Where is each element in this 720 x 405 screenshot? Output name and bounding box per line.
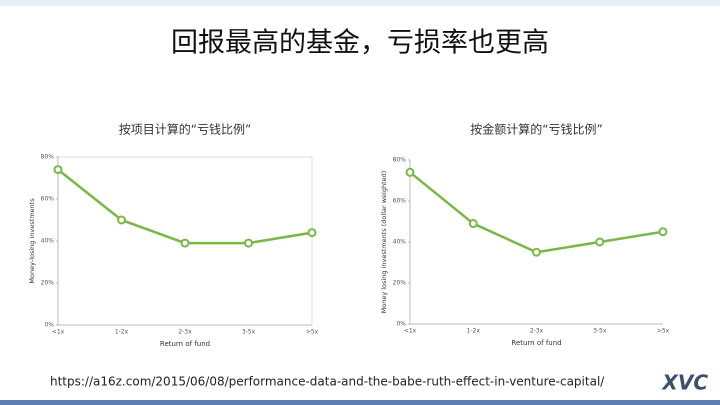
- x-tick-label: 1-2x: [467, 328, 481, 335]
- x-tick-label: 2-3x: [178, 329, 192, 336]
- slide-title: 回报最高的基金，亏损率也更高: [171, 28, 549, 59]
- y-tick-label: 60%: [393, 198, 407, 205]
- chart-subtitle: 按金额计算的“亏钱比例”: [470, 122, 602, 137]
- y-tick-label: 20%: [41, 280, 55, 287]
- x-tick-label: 1-2x: [115, 329, 129, 336]
- logo: XVC: [660, 371, 708, 395]
- source-url: https://a16z.com/2015/06/08/performance-…: [50, 375, 605, 389]
- x-tick-label: >5x: [657, 328, 670, 335]
- y-tick-label: 40%: [41, 238, 55, 245]
- point: [595, 237, 605, 247]
- x-axis-label: Return of fund: [511, 339, 561, 347]
- x-tick-label: 3-5x: [242, 329, 256, 336]
- point: [405, 167, 415, 177]
- y-tick-label: 60%: [41, 196, 55, 203]
- point: [117, 215, 126, 225]
- y-axis-label: Money-losing investments: [28, 198, 36, 284]
- x-tick-label: >5x: [306, 329, 319, 336]
- chart-subtitle: 按项目计算的“亏钱比例”: [119, 122, 251, 137]
- x-tick-label: <1x: [52, 329, 65, 336]
- bottom-band: [0, 400, 720, 405]
- x-tick-label: 3-5x: [593, 328, 607, 335]
- point: [468, 219, 478, 229]
- point: [307, 228, 317, 238]
- point: [53, 165, 63, 175]
- point: [532, 247, 541, 257]
- x-axis-label: Return of fund: [160, 340, 210, 348]
- y-tick-label: 40%: [393, 239, 407, 246]
- y-tick-label: 80%: [393, 157, 407, 164]
- point: [244, 238, 253, 248]
- y-tick-label: 0%: [44, 322, 54, 329]
- y-tick-label: 80%: [41, 154, 55, 161]
- x-tick-label: <1x: [404, 328, 417, 335]
- y-tick-label: 20%: [393, 280, 407, 287]
- y-axis-label: Money losing investments (dollar weighte…: [380, 171, 388, 314]
- point: [180, 238, 190, 248]
- point: [658, 227, 668, 237]
- top-band: [0, 0, 720, 6]
- x-tick-label: 2-3x: [530, 328, 544, 335]
- y-tick-label: 0%: [396, 321, 406, 328]
